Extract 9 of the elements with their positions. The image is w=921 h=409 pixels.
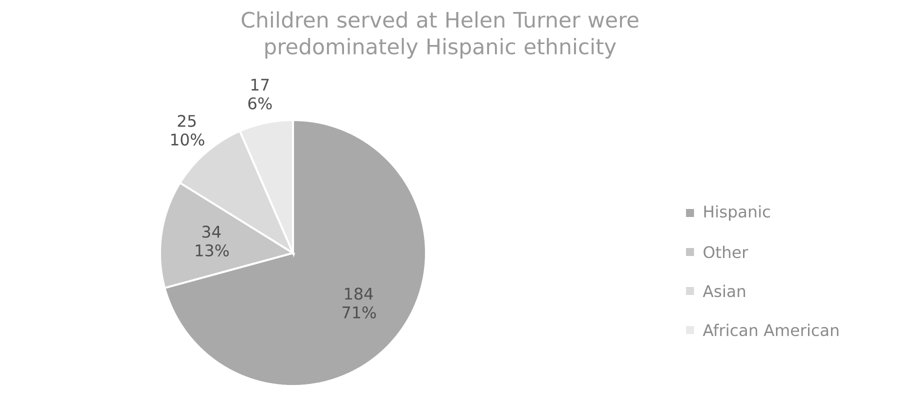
data-label: 34 13% — [196, 226, 229, 256]
data-label: 17 6% — [248, 78, 272, 110]
legend-label: Asian — [702, 284, 746, 298]
legend-label: Other — [704, 246, 748, 258]
chart-title: Children served at Helen Turner were predominately Hispanic ethnicity — [242, 11, 638, 59]
legend-label: African American — [702, 324, 838, 336]
data-label: 184 71% — [342, 288, 376, 318]
legend-label: Hispanic — [704, 205, 770, 221]
data-label: 25 10% — [171, 114, 204, 146]
